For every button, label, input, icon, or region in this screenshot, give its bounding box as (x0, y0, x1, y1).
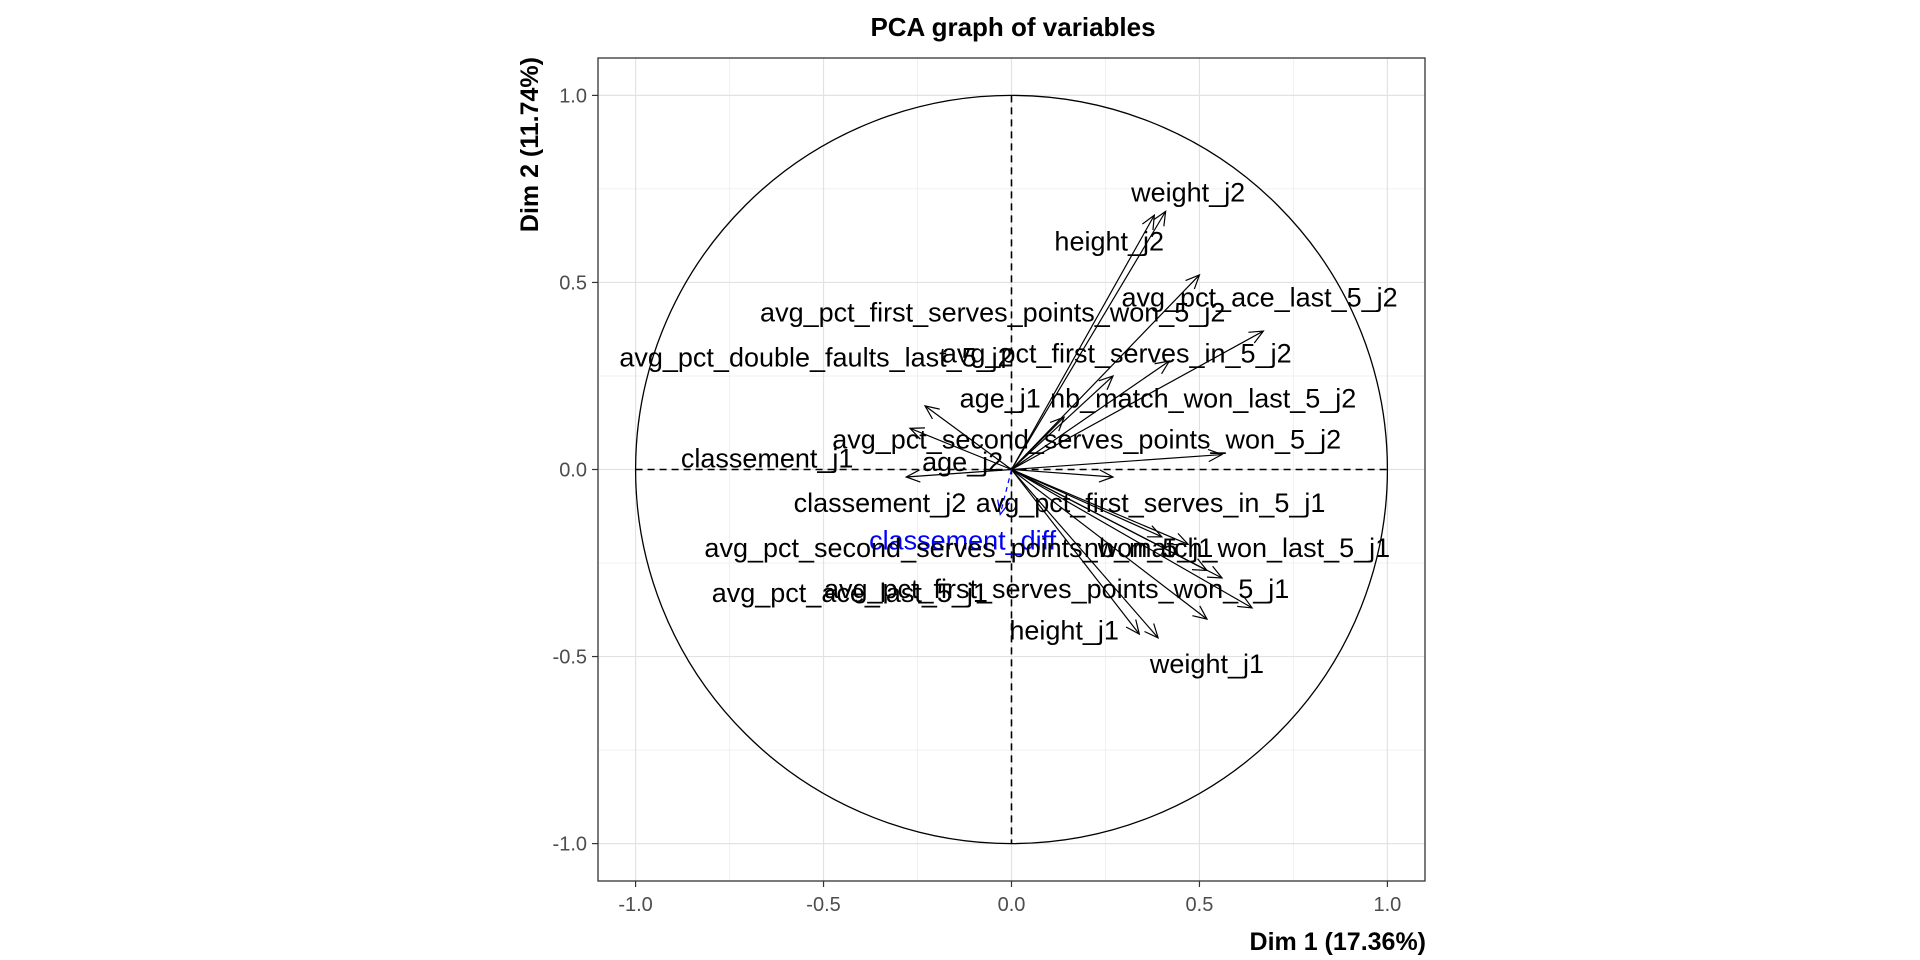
arrow-weight-j1 (1011, 469, 1160, 639)
arrow-weight-j2 (1010, 210, 1167, 470)
arrow-head (1153, 210, 1167, 227)
label-weight-j1: weight_j1 (1149, 649, 1264, 679)
arrow-avg-pct-ace-last-5-j2 (1011, 273, 1201, 470)
chart-title: PCA graph of variables (870, 12, 1155, 42)
arrow-classement-j2 (1011, 468, 1115, 483)
unit-circle-layer (634, 94, 1389, 845)
label-avg-pct-first-serves-in-5-j1: avg_pct_first_serves_in_5_j1 (976, 488, 1326, 518)
label-avg-pct-first-serves-in-5-j2: avg_pct_first_serves_in_5_j2 (942, 339, 1292, 369)
arrow-shaft (1011, 469, 1208, 620)
arrow-shaft (999, 469, 1013, 515)
y-tick-label: -0.5 (553, 647, 587, 669)
arrow-shaft (1011, 330, 1264, 471)
label-avg-pct-double-faults-last-5-j2: avg_pct_double_faults_last_5_j2 (619, 342, 1012, 372)
label-avg-pct-second-serves-points-won-5-j1: avg_pct_second_serves_points_won_5_j1 (704, 533, 1213, 563)
label-nb-match-won-last-5-j2: nb_match_won_last_5_j2 (1050, 383, 1356, 413)
variable-labels: weight_j2height_j2avg_pct_ace_last_5_j2a… (619, 178, 1397, 679)
arrow-shaft (909, 427, 1012, 471)
label-height-j2: height_j2 (1054, 226, 1164, 256)
label-avg-pct-second-serves-points-won-5-j2: avg_pct_second_serves_points_won_5_j2 (832, 425, 1341, 455)
arrow-avg-pct-first-serves-in-5-j2 (1011, 360, 1171, 470)
arrow-head (1154, 360, 1171, 375)
arrow-avg-pct-ace-last-5-j1 (1011, 469, 1209, 621)
arrow-avg-pct-first-serves-points-won-5-j1 (1011, 468, 1254, 609)
y-tick-label: 1.0 (559, 85, 587, 107)
label-avg-pct-first-serves-points-won-5-j2: avg_pct_first_serves_points_won_5_j2 (760, 297, 1225, 327)
arrow-shaft (1011, 468, 1253, 609)
arrow-height-j1 (1011, 469, 1141, 636)
label-age-j1: age_j1 (960, 383, 1041, 413)
arrow-height-j2 (1010, 213, 1156, 470)
arrow-head (1173, 532, 1190, 546)
arrow-head (1141, 213, 1156, 231)
label-age-j2: age_j2 (922, 447, 1003, 477)
arrow-head (1248, 330, 1265, 344)
arrow-head (1237, 595, 1254, 609)
arrow-shaft (1011, 468, 1223, 579)
x-axis-ticks: -1.0 -0.5 0.0 0.5 1.0 (618, 881, 1401, 916)
arrow-shaft (1010, 214, 1155, 470)
arrow-head (1098, 374, 1115, 390)
arrow-shaft (1011, 360, 1170, 470)
arrow-head (997, 499, 1010, 516)
label-height-j1: height_j1 (1009, 615, 1119, 645)
y-axis-ticks: -1.0 -0.5 0.0 0.5 1.0 (553, 85, 598, 856)
arrow-avg-pct-first-serves-points-won-5-j2 (1011, 330, 1265, 471)
arrow-shaft (1011, 274, 1200, 470)
arrow-shaft (1011, 453, 1223, 471)
x-axis-title: Dim 1 (17.36%) (1250, 928, 1426, 956)
arrow-head (1098, 469, 1115, 483)
arrow-head (923, 405, 940, 420)
label-avg-pct-ace-last-5-j1: avg_pct_ace_last_5_j1 (712, 578, 988, 608)
arrow-head (1125, 619, 1141, 636)
label-weight-j2: weight_j2 (1130, 178, 1245, 208)
arrow-head (1144, 623, 1160, 639)
arrow-avg-pct-second-serves-points-won-5-j2 (1011, 448, 1224, 471)
y-axis-title: Dim 2 (11.74%) (516, 57, 544, 232)
arrow-shaft (1011, 468, 1189, 545)
y-tick-label: 0.0 (559, 460, 587, 482)
arrow-head (904, 469, 921, 483)
arrow-classement-j1 (904, 468, 1012, 483)
label-nb-match-won-last-5-j1: nb_match_won_last_5_j1 (1084, 533, 1390, 563)
arrow-shaft (924, 405, 1012, 470)
arrow-shaft (1011, 469, 1159, 639)
arrow-avg-pct-double-faults-last-5-j1 (1011, 468, 1190, 546)
arrow-age-j1 (1011, 416, 1066, 470)
arrow-head (1206, 565, 1224, 579)
arrow-shaft (1011, 469, 1140, 635)
x-tick-label: -0.5 (806, 894, 840, 916)
x-tick-label: 0.0 (998, 894, 1026, 916)
x-tick-label: -1.0 (618, 894, 652, 916)
y-tick-label: -1.0 (553, 834, 587, 856)
y-tick-label: 0.5 (559, 272, 587, 294)
arrow-age-j2 (908, 427, 1012, 471)
arrow-head (1049, 416, 1066, 432)
arrow-head (1146, 525, 1164, 538)
arrow-shaft (1011, 468, 1114, 478)
arrow-avg-pct-double-faults-last-5-j2 (923, 405, 1012, 470)
arrow-avg-pct-second-serves-points-won-5-j1 (1011, 468, 1224, 579)
arrow-shaft (906, 468, 1012, 478)
unit-circle (634, 94, 1389, 845)
arrow-head (1185, 273, 1201, 290)
arrow-classement-diff (997, 469, 1013, 516)
label-avg-pct-first-serves-points-won-5-j1: avg_pct_first_serves_points_won_5_j1 (824, 574, 1289, 604)
label-classement-j2: classement_j2 (794, 488, 967, 518)
x-tick-label: 1.0 (1374, 894, 1402, 916)
arrow-shaft (1010, 211, 1167, 470)
label-classement-diff: classement_diff (869, 526, 1057, 556)
label-avg-pct-ace-last-5-j2: avg_pct_ace_last_5_j2 (1121, 282, 1397, 312)
arrow-head (908, 427, 926, 440)
label-classement-j1: classement_j1 (681, 443, 854, 473)
arrow-head (1192, 605, 1209, 621)
arrow-shaft (1011, 416, 1065, 470)
arrow-head (1207, 448, 1224, 463)
variable-arrows (904, 210, 1265, 639)
x-tick-label: 0.5 (1186, 894, 1214, 916)
